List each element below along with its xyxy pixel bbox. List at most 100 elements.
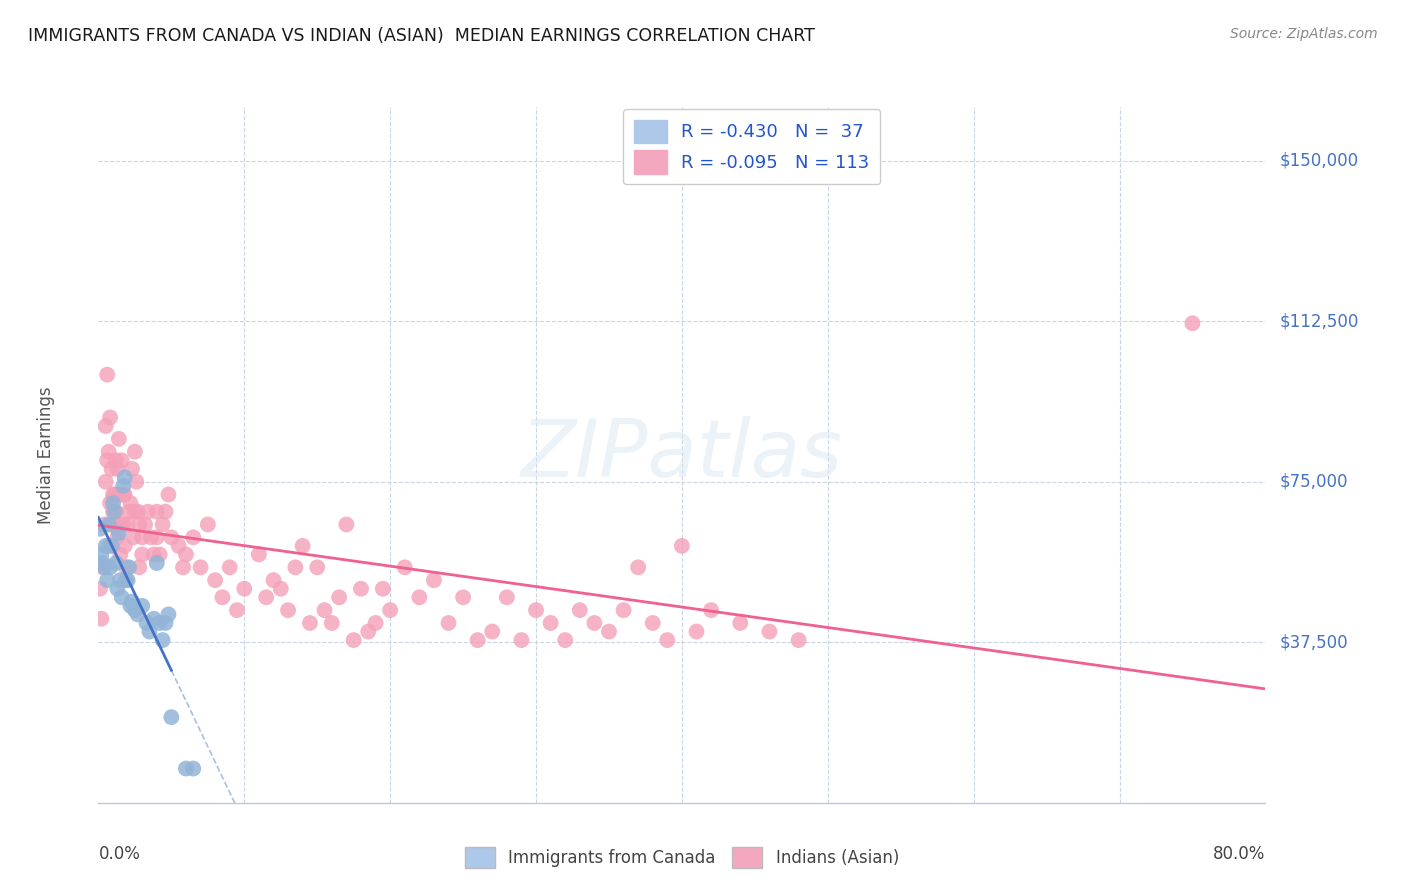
Point [131,599,153,613]
Point [142,612,165,626]
Point [700,603,723,617]
Point [394,560,416,574]
Point [100,517,122,532]
Point [124,505,146,519]
Text: $37,500: $37,500 [1279,633,1348,651]
Point [364,615,387,630]
Point [204,573,226,587]
Text: $75,000: $75,000 [1279,473,1348,491]
Point [108,526,131,541]
Point [152,517,174,532]
Point [758,624,780,639]
Point [298,615,321,630]
Point [1181,316,1204,330]
Point [149,615,172,630]
Point [139,530,162,544]
Point [134,517,156,532]
Point [120,599,142,613]
Point [495,591,517,605]
Point [90,548,112,562]
Point [112,487,135,501]
Point [127,505,149,519]
Text: ZIPatlas: ZIPatlas [520,416,844,494]
Point [115,573,138,587]
Text: IMMIGRANTS FROM CANADA VS INDIAN (ASIAN)  MEDIAN EARNINGS CORRELATION CHART: IMMIGRANTS FROM CANADA VS INDIAN (ASIAN)… [28,27,815,45]
Point [641,615,664,630]
Point [97,444,120,458]
Point [598,624,620,639]
Point [247,548,270,562]
Point [94,475,117,489]
Point [291,539,314,553]
Point [357,624,380,639]
Point [307,560,329,574]
Point [91,556,114,570]
Point [378,603,402,617]
Point [112,479,135,493]
Point [127,607,149,622]
Point [104,556,127,570]
Point [94,419,117,434]
Point [110,487,132,501]
Point [96,368,118,382]
Point [101,487,124,501]
Point [98,560,121,574]
Point [110,573,132,587]
Point [97,539,120,553]
Point [146,530,169,544]
Point [142,548,165,562]
Point [524,603,547,617]
Point [97,517,120,532]
Point [181,530,204,544]
Point [136,505,159,519]
Point [131,530,153,544]
Point [728,615,751,630]
Point [190,560,212,574]
Point [103,517,125,532]
Point [540,615,562,630]
Point [149,548,172,562]
Point [120,496,142,510]
Point [108,432,131,446]
Point [121,462,143,476]
Point [350,582,373,596]
Point [451,591,474,605]
Point [104,453,127,467]
Point [437,615,460,630]
Point [226,603,249,617]
Point [128,517,150,532]
Point [467,633,489,648]
Text: $150,000: $150,000 [1279,152,1358,169]
Point [197,517,219,532]
Point [321,615,343,630]
Point [181,762,204,776]
Point [89,522,111,536]
Text: Source: ZipAtlas.com: Source: ZipAtlas.com [1230,27,1378,41]
Point [174,548,197,562]
Point [568,603,591,617]
Point [103,505,125,519]
Point [146,556,169,570]
Point [100,539,122,553]
Point [371,582,394,596]
Point [96,573,118,587]
Point [93,560,115,574]
Point [554,633,576,648]
Point [211,591,233,605]
Point [328,591,350,605]
Point [122,530,145,544]
Point [174,762,197,776]
Point [112,517,135,532]
Point [135,615,157,630]
Point [157,487,180,501]
Point [314,603,336,617]
Point [155,615,177,630]
Point [121,594,143,608]
Point [105,582,128,596]
Point [115,560,138,574]
Point [157,607,180,622]
Point [423,573,446,587]
Text: $112,500: $112,500 [1279,312,1358,330]
Point [101,505,124,519]
Point [114,487,136,501]
